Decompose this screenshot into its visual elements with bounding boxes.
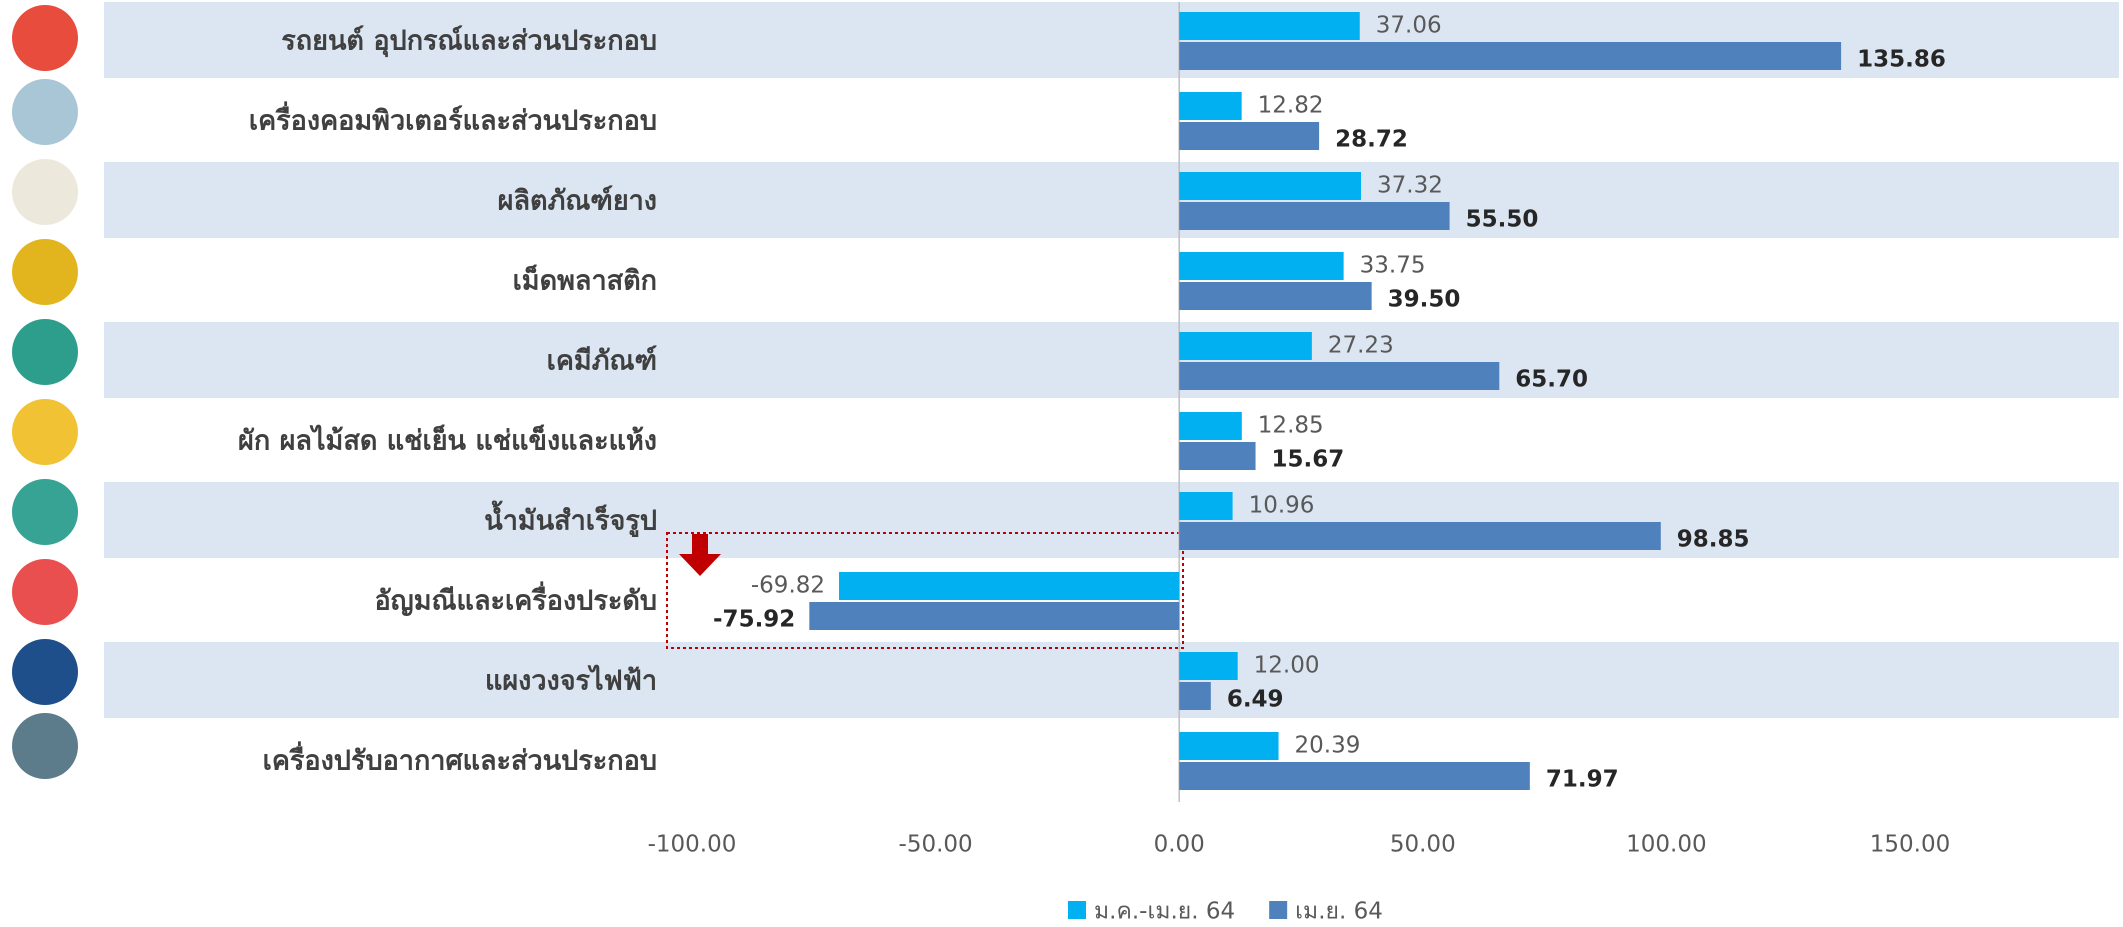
icon	[12, 713, 78, 779]
bar	[1179, 412, 1242, 440]
value-label: 135.86	[1857, 47, 1946, 73]
category-label: ผัก ผลไม้สด แช่เย็น แช่แข็งและแห้ง	[238, 423, 657, 457]
icons	[12, 5, 78, 779]
row-band	[104, 162, 2119, 238]
icon	[12, 5, 78, 71]
x-tick-label: 0.00	[1154, 832, 1205, 858]
x-tick-label: 50.00	[1390, 832, 1456, 858]
x-tick-label: -100.00	[648, 832, 737, 858]
bar	[1179, 332, 1312, 360]
value-label: 20.39	[1295, 733, 1361, 759]
bar	[1179, 442, 1255, 470]
x-tick-label: 150.00	[1870, 832, 1950, 858]
value-label: 12.85	[1258, 413, 1324, 439]
category-label: อัญมณีและเครื่องประดับ	[374, 581, 657, 617]
bar	[1179, 652, 1237, 680]
icon	[12, 559, 78, 625]
value-label: 33.75	[1360, 253, 1426, 279]
value-label: 71.97	[1546, 767, 1619, 793]
category-label: น้ำมันสำเร็จรูป	[484, 500, 657, 538]
value-label: 27.23	[1328, 333, 1394, 359]
bar	[1179, 282, 1371, 310]
value-label: 98.85	[1677, 527, 1750, 553]
x-tick-label: -50.00	[899, 832, 973, 858]
bar	[839, 572, 1179, 600]
value-label: 6.49	[1227, 687, 1284, 713]
bar	[809, 602, 1179, 630]
value-label: 28.72	[1335, 127, 1408, 153]
category-label: แผงวงจรไฟฟ้า	[485, 665, 657, 697]
bar	[1179, 122, 1319, 150]
value-label: 65.70	[1515, 367, 1588, 393]
value-label: 37.06	[1376, 13, 1442, 39]
bar	[1179, 202, 1449, 230]
category-label: เคมีภัณฑ์	[547, 345, 657, 377]
legend-swatch	[1068, 901, 1086, 919]
row-band	[104, 642, 2119, 718]
legend-label: เม.ย. 64	[1295, 899, 1383, 925]
row-band	[104, 482, 2119, 558]
bar	[1179, 522, 1661, 550]
category-label: เครื่องปรับอากาศและส่วนประกอบ	[263, 741, 657, 777]
icon	[12, 639, 78, 705]
category-label: เครื่องคอมพิวเตอร์และส่วนประกอบ	[249, 101, 657, 137]
bar	[1179, 492, 1232, 520]
icon	[12, 239, 78, 305]
icon	[12, 399, 78, 465]
value-label: 10.96	[1249, 493, 1315, 519]
chart: -100.00 -50.00 0.00 50.00 100.00 150.00 รถยนต์…	[0, 0, 2123, 927]
value-label: 12.00	[1254, 653, 1320, 679]
icon	[12, 319, 78, 385]
value-label: 12.82	[1258, 93, 1324, 119]
value-label: 37.32	[1377, 173, 1443, 199]
bar	[1179, 762, 1530, 790]
icon	[12, 479, 78, 545]
value-label: 39.50	[1388, 287, 1461, 313]
row-band	[104, 322, 2119, 398]
value-label: 55.50	[1466, 207, 1539, 233]
value-label: -69.82	[751, 573, 825, 599]
bar	[1179, 12, 1360, 40]
category-label: เม็ดพลาสติก	[513, 263, 657, 297]
bar	[1179, 362, 1499, 390]
bar	[1179, 682, 1211, 710]
value-label: -75.92	[713, 607, 795, 633]
bar	[1179, 42, 1841, 70]
bar	[1179, 252, 1343, 280]
icon	[12, 159, 78, 225]
legend-label: ม.ค.-เม.ย. 64	[1094, 899, 1235, 925]
x-tick-label: 100.00	[1626, 832, 1706, 858]
bar	[1179, 172, 1361, 200]
category-label: รถยนต์ อุปกรณ์และส่วนประกอบ	[281, 25, 657, 58]
bar	[1179, 732, 1278, 760]
value-label: 15.67	[1272, 447, 1345, 473]
icon	[12, 79, 78, 145]
legend-swatch	[1269, 901, 1287, 919]
bar	[1179, 92, 1241, 120]
category-label: ผลิตภัณฑ์ยาง	[498, 185, 657, 217]
